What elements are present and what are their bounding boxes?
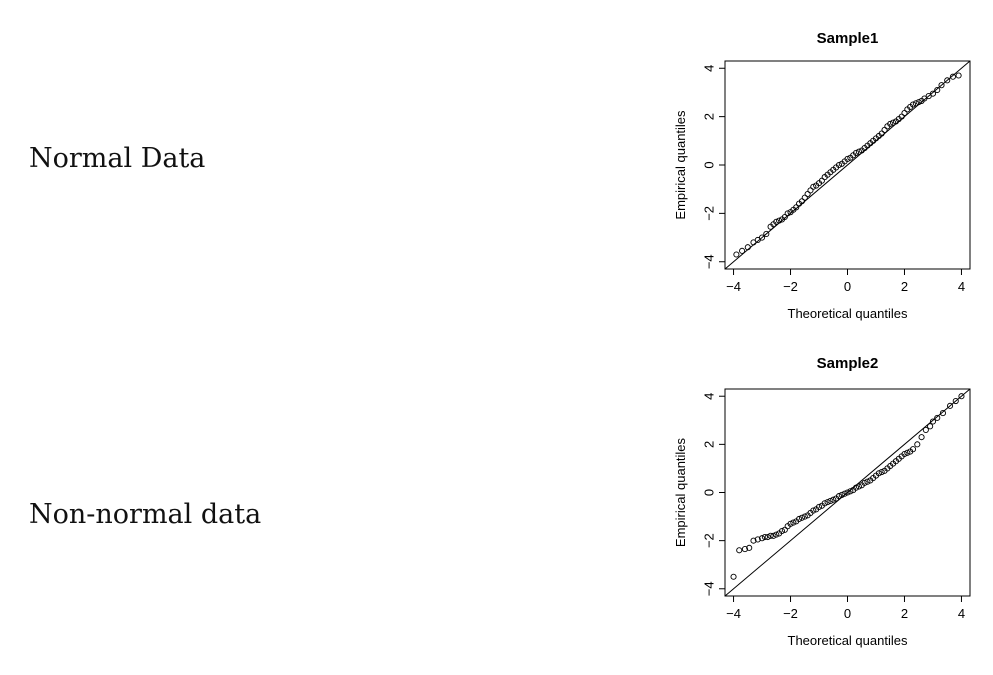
non-normal-data-label: Non-normal data (29, 499, 262, 530)
data-point (909, 101, 917, 108)
data-point (739, 247, 746, 254)
x-tick-label: 0 (844, 279, 851, 294)
data-point (915, 99, 922, 106)
data-point (901, 109, 908, 117)
x-tick-label: 2 (901, 279, 908, 294)
data-point (938, 82, 945, 89)
data-point (758, 234, 766, 241)
data-point (949, 73, 956, 80)
data-point (744, 244, 751, 251)
data-point (887, 120, 894, 127)
y-tick-label: 4 (701, 65, 716, 72)
data-point (733, 251, 740, 258)
data-point (852, 149, 860, 156)
data-point (890, 119, 897, 126)
data-point (881, 126, 888, 133)
y-tick-label: 0 (701, 161, 716, 168)
data-point (807, 187, 814, 194)
x-tick-label: 4 (958, 279, 965, 294)
normal-data-label: Normal Data (29, 143, 206, 174)
data-point (784, 210, 791, 217)
data-point (844, 155, 851, 163)
data-point (810, 183, 817, 190)
data-point (804, 190, 811, 198)
data-point (801, 194, 808, 201)
reference-line (725, 61, 970, 269)
y-tick-label: −4 (701, 254, 716, 269)
x-axis-label: Theoretical quantiles (788, 306, 908, 321)
data-point (912, 100, 919, 107)
chart-title: Sample1 (817, 30, 879, 47)
data-point (763, 230, 770, 237)
y-axis-label: Empirical quantiles (673, 110, 688, 220)
data-point (929, 90, 937, 97)
data-point (855, 148, 862, 155)
data-point (944, 77, 951, 84)
y-tick-label: −2 (701, 206, 716, 221)
data-point (835, 161, 843, 169)
x-tick-label: −4 (726, 279, 741, 294)
data-point (773, 218, 780, 225)
y-tick-label: 2 (701, 113, 716, 120)
data-point (934, 86, 941, 94)
data-point (955, 72, 962, 79)
x-tick-label: −2 (783, 279, 798, 294)
data-point (776, 217, 783, 224)
